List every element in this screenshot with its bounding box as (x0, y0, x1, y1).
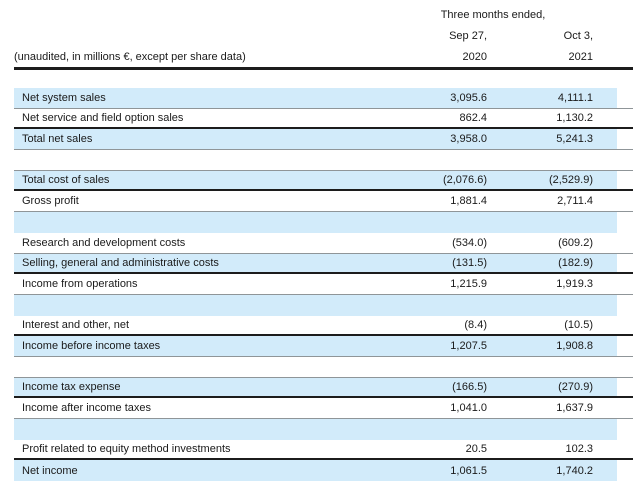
spacer-row (14, 357, 633, 378)
value-cell: 1,130.2 (556, 112, 593, 125)
spacer-row (14, 294, 633, 316)
column-years-row: (unaudited, in millions €, except per sh… (14, 46, 633, 67)
row-label: Research and development costs (22, 236, 186, 249)
unaudited-note: (unaudited, in millions €, except per sh… (14, 50, 246, 63)
value-cell: 1,215.9 (450, 278, 487, 291)
header-gap (0, 70, 633, 88)
table-row-total: Net income 1,061.5 1,740.2 (14, 460, 633, 482)
value-cell: 1,041.0 (450, 402, 487, 415)
spacer-row (14, 212, 633, 233)
header-rule (14, 67, 633, 70)
row-label: Gross profit (22, 195, 79, 208)
table-row: Selling, general and administrative cost… (14, 253, 633, 275)
table-row: Interest and other, net (8.4) (10.5) (14, 316, 633, 337)
row-label: Interest and other, net (22, 318, 130, 331)
value-cell: 2,711.4 (557, 195, 593, 208)
value-cell: (609.2) (558, 236, 593, 249)
table-row-total: Income before income taxes 1,207.5 1,908… (14, 336, 633, 357)
table-row: Income tax expense (166.5) (270.9) (14, 377, 633, 399)
value-cell: (534.0) (452, 236, 487, 249)
col-header-date-1: Sep 27, (449, 29, 487, 42)
value-cell: 1,908.8 (556, 340, 593, 353)
value-cell: (2,076.6) (442, 174, 487, 187)
row-label: Total cost of sales (22, 174, 110, 187)
value-cell: 1,740.2 (556, 464, 593, 477)
spacer-row (14, 419, 633, 440)
col-header-year-2: 2021 (568, 50, 593, 63)
value-cell: 1,061.5 (450, 464, 487, 477)
value-cell: (8.4) (464, 318, 487, 331)
col-header-year-1: 2020 (462, 50, 487, 63)
value-cell: (182.9) (558, 256, 593, 269)
row-label: Income from operations (22, 278, 138, 291)
value-cell: 1,637.9 (556, 402, 593, 415)
table-row: Net system sales 3,095.6 4,111.1 (14, 88, 633, 109)
value-cell: (131.5) (452, 256, 487, 269)
row-label: Income after income taxes (22, 402, 152, 415)
period-header-row: Three months ended, (14, 4, 633, 25)
value-cell: (166.5) (452, 380, 487, 393)
value-cell: (10.5) (564, 318, 593, 331)
table-row-total: Gross profit 1,881.4 2,711.4 (14, 191, 633, 213)
row-label: Income tax expense (22, 380, 121, 393)
table-row: Net service and field option sales 862.4… (14, 109, 633, 130)
table-row-total: Income from operations 1,215.9 1,919.3 (14, 274, 633, 295)
value-cell: 1,919.3 (556, 278, 593, 291)
table-row-total: Income after income taxes 1,041.0 1,637.… (14, 398, 633, 419)
financial-table: Net system sales 3,095.6 4,111.1 Net ser… (14, 88, 633, 482)
row-label: Total net sales (22, 133, 93, 146)
row-label: Income before income taxes (22, 340, 161, 353)
value-cell: 20.5 (465, 443, 487, 456)
column-dates-row: Sep 27, Oct 3, (14, 25, 633, 46)
value-cell: (2,529.9) (548, 174, 593, 187)
table-row-total: Total net sales 3,958.0 5,241.3 (14, 129, 633, 151)
row-label: Selling, general and administrative cost… (22, 256, 219, 269)
col-header-date-2: Oct 3, (563, 29, 593, 42)
value-cell: 5,241.3 (556, 133, 593, 146)
row-label: Net system sales (22, 91, 106, 104)
value-cell: 1,881.4 (450, 195, 487, 208)
value-cell: 102.3 (565, 443, 593, 456)
value-cell: 4,111.1 (557, 91, 593, 104)
table-row: Profit related to equity method investme… (14, 440, 633, 461)
value-cell: 862.4 (459, 112, 487, 125)
row-label: Profit related to equity method investme… (22, 443, 231, 456)
table-row: Total cost of sales (2,076.6) (2,529.9) (14, 170, 633, 192)
spacer-row (14, 150, 633, 171)
value-cell: 3,958.0 (450, 133, 487, 146)
row-label: Net service and field option sales (22, 112, 184, 125)
table-header: Three months ended, Sep 27, Oct 3, (unau… (14, 0, 633, 67)
period-header: Three months ended, (440, 8, 546, 21)
table-row: Research and development costs (534.0) (… (14, 233, 633, 254)
value-cell: (270.9) (558, 380, 593, 393)
value-cell: 1,207.5 (450, 340, 487, 353)
row-label: Net income (22, 464, 78, 477)
value-cell: 3,095.6 (450, 91, 487, 104)
